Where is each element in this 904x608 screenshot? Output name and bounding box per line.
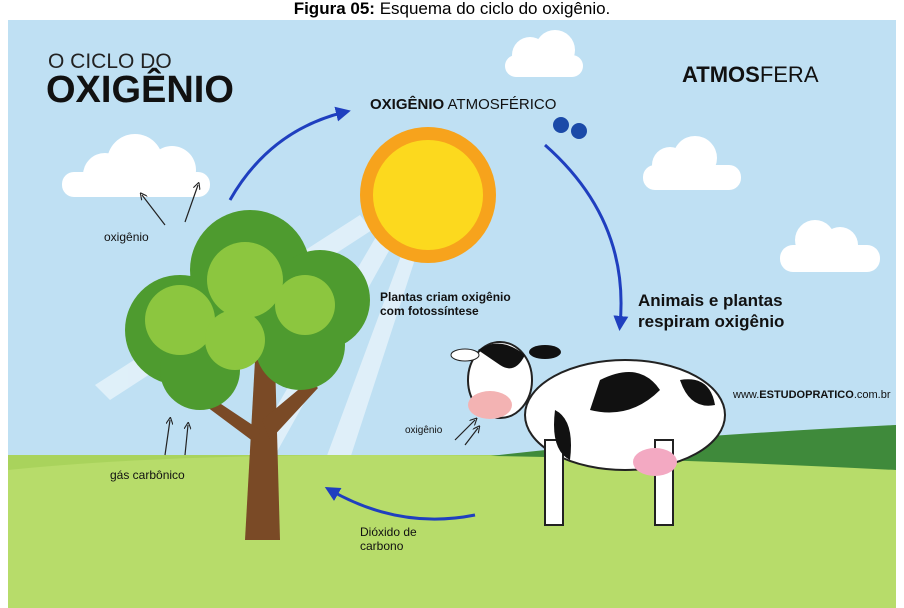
- line: Plantas criam oxigênio: [380, 290, 511, 304]
- line: respiram oxigênio: [638, 312, 784, 331]
- w-post: .com.br: [854, 389, 891, 401]
- ao-light: ATMOSFÉRICO: [448, 96, 557, 113]
- caption-label: Figura 05:: [294, 0, 375, 18]
- label: oxigênio: [104, 230, 149, 244]
- corner-bold: ATMOS: [682, 62, 760, 87]
- page: Figura 05: Esquema do ciclo do oxigênio.: [0, 0, 904, 608]
- line: Animais e plantas: [638, 291, 783, 310]
- w-pre: www.: [732, 389, 759, 401]
- corner-light: FERA: [760, 62, 819, 87]
- ao-bold: OXIGÊNIO: [370, 95, 445, 113]
- label: oxigênio: [405, 425, 443, 436]
- caption-text: Esquema do ciclo do oxigênio.: [380, 0, 611, 18]
- label: gás carbônico: [110, 468, 185, 482]
- w-bold: ESTUDOPRATICO: [759, 389, 854, 401]
- caption: Figura 05: Esquema do ciclo do oxigênio.: [294, 0, 611, 18]
- molecule: [553, 117, 569, 133]
- sun: [360, 127, 496, 263]
- atmospheric-oxygen: OXIGÊNIO ATMOSFÉRICO: [370, 95, 556, 113]
- title: OXIGÊNIO: [46, 67, 234, 111]
- line: Dióxido de: [360, 525, 417, 539]
- line: com fotossíntese: [380, 304, 479, 318]
- illustration: Figura 05: Esquema do ciclo do oxigênio.: [0, 0, 904, 608]
- line: carbono: [360, 539, 404, 553]
- corner-label: ATMOSFERA: [682, 62, 819, 87]
- website: www.ESTUDOPRATICO.com.br: [732, 389, 891, 401]
- molecule: [571, 123, 587, 139]
